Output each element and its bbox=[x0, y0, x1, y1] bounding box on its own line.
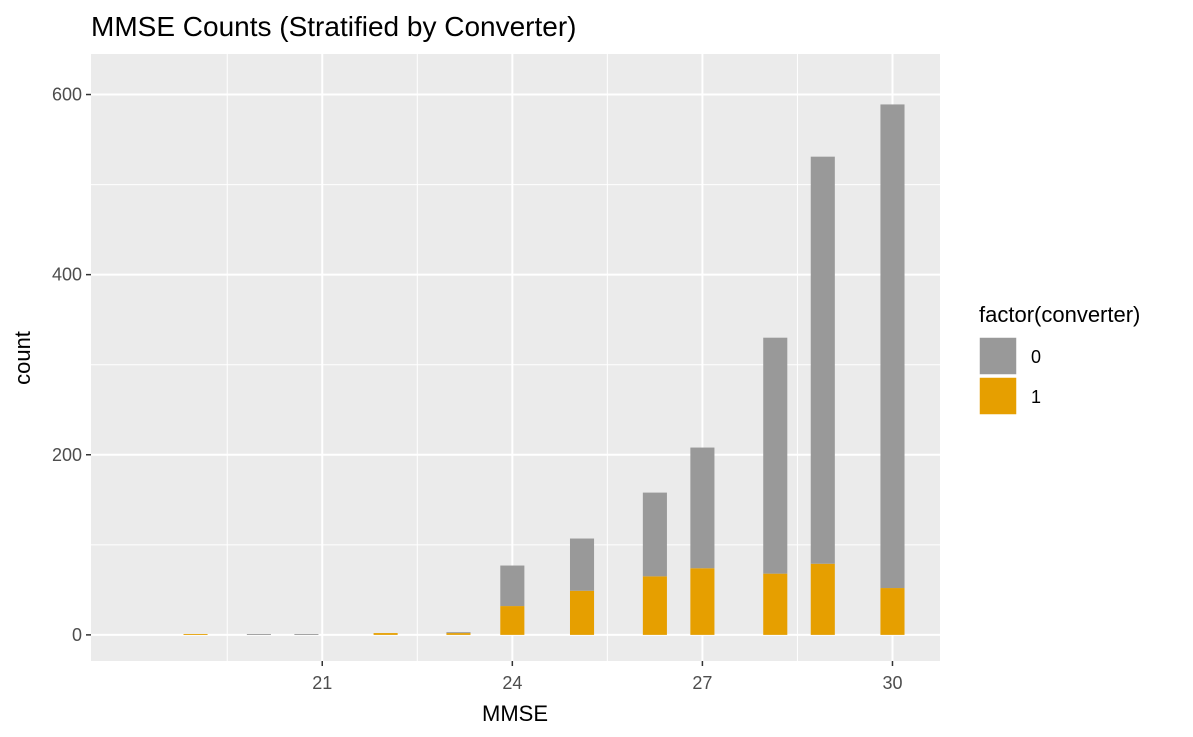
y-axis-title: count bbox=[10, 331, 35, 385]
plot-panel bbox=[91, 54, 940, 661]
y-tick-label: 0 bbox=[72, 625, 82, 645]
legend: factor(converter) 0 1 bbox=[978, 302, 1140, 416]
bar-converter-0 bbox=[763, 337, 788, 574]
bar-converter-0 bbox=[446, 632, 471, 634]
bar-converter-0 bbox=[880, 104, 905, 589]
bar-converter-1 bbox=[446, 633, 471, 635]
legend-title: factor(converter) bbox=[979, 302, 1140, 327]
bar-converter-0 bbox=[500, 565, 525, 607]
legend-label-0: 0 bbox=[1031, 347, 1041, 367]
y-tick-label: 200 bbox=[52, 445, 82, 465]
bar-converter-0 bbox=[569, 538, 595, 591]
x-axis-title: MMSE bbox=[482, 701, 548, 726]
bar-converter-1 bbox=[810, 563, 835, 635]
bar-converter-1 bbox=[880, 588, 905, 635]
chart-title: MMSE Counts (Stratified by Converter) bbox=[91, 11, 577, 42]
y-tick-label: 400 bbox=[52, 265, 82, 285]
x-axis: 21 24 27 30 bbox=[312, 661, 902, 693]
legend-key-0 bbox=[978, 336, 1018, 376]
bar-converter-0 bbox=[810, 156, 835, 564]
y-tick-label: 600 bbox=[52, 85, 82, 105]
bar-converter-1 bbox=[569, 590, 595, 635]
bars bbox=[183, 104, 905, 635]
bar-converter-1 bbox=[690, 568, 715, 635]
x-tick-label: 21 bbox=[312, 673, 332, 693]
bar-converter-1 bbox=[500, 606, 525, 635]
legend-label-1: 1 bbox=[1031, 387, 1041, 407]
y-axis: 0 200 400 600 bbox=[52, 85, 91, 645]
x-tick-label: 30 bbox=[882, 673, 902, 693]
bar-converter-1 bbox=[373, 633, 398, 635]
bar-converter-0 bbox=[642, 492, 667, 577]
bar-converter-0 bbox=[294, 633, 319, 635]
bar-converter-0 bbox=[246, 633, 271, 635]
bar-converter-1 bbox=[763, 573, 788, 635]
legend-key-1 bbox=[978, 376, 1018, 416]
bar-converter-1 bbox=[183, 633, 208, 635]
bar-converter-0 bbox=[690, 447, 715, 569]
minor-gridlines bbox=[91, 54, 940, 661]
x-tick-label: 27 bbox=[692, 673, 712, 693]
bar-converter-1 bbox=[642, 576, 667, 635]
x-tick-label: 24 bbox=[502, 673, 522, 693]
